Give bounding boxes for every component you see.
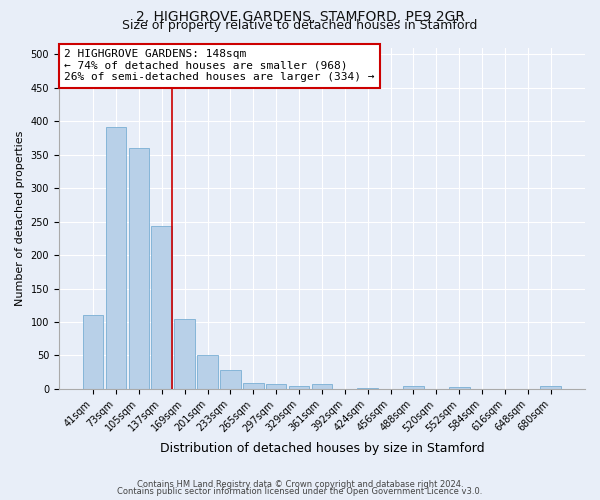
Text: 2 HIGHGROVE GARDENS: 148sqm
← 74% of detached houses are smaller (968)
26% of se: 2 HIGHGROVE GARDENS: 148sqm ← 74% of det… xyxy=(64,49,374,82)
Text: 2, HIGHGROVE GARDENS, STAMFORD, PE9 2GR: 2, HIGHGROVE GARDENS, STAMFORD, PE9 2GR xyxy=(136,10,464,24)
Bar xyxy=(403,386,424,389)
Bar xyxy=(83,316,103,389)
Text: Contains public sector information licensed under the Open Government Licence v3: Contains public sector information licen… xyxy=(118,487,482,496)
Bar xyxy=(541,386,561,389)
Y-axis label: Number of detached properties: Number of detached properties xyxy=(15,130,25,306)
Bar xyxy=(289,386,310,389)
Bar xyxy=(106,126,126,389)
Bar xyxy=(311,384,332,389)
Bar xyxy=(220,370,241,389)
Text: Contains HM Land Registry data © Crown copyright and database right 2024.: Contains HM Land Registry data © Crown c… xyxy=(137,480,463,489)
Bar xyxy=(175,318,195,389)
Bar xyxy=(266,384,286,389)
Bar xyxy=(449,387,470,389)
Bar xyxy=(128,148,149,389)
X-axis label: Distribution of detached houses by size in Stamford: Distribution of detached houses by size … xyxy=(160,442,484,455)
Bar xyxy=(197,356,218,389)
Bar xyxy=(358,388,378,389)
Bar xyxy=(151,226,172,389)
Bar xyxy=(243,383,263,389)
Text: Size of property relative to detached houses in Stamford: Size of property relative to detached ho… xyxy=(122,19,478,32)
